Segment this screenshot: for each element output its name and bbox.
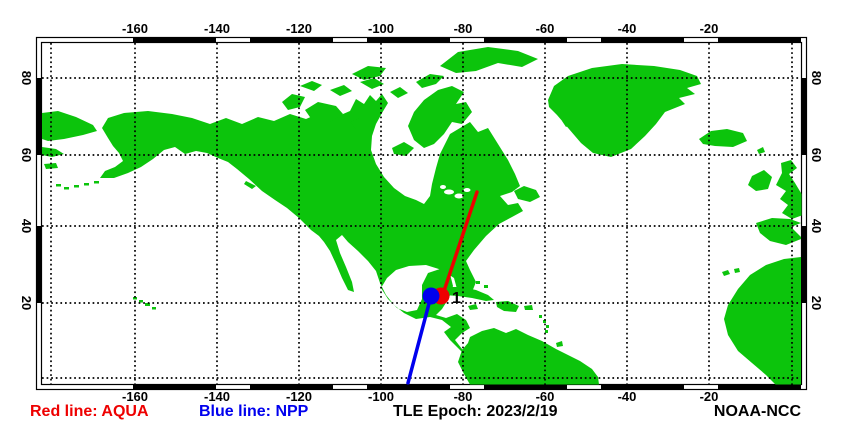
lon-labels-top: -160 -140 -120 -100 -80 -60 -40 -20 [122, 21, 718, 36]
lat-tick-label: 40 [809, 219, 824, 233]
hawaii-islands [133, 297, 156, 310]
lat-tick-label: 80 [809, 71, 824, 85]
caribbean-islands [437, 277, 549, 333]
lon-tick-label: -80 [454, 389, 473, 404]
greenland [548, 64, 701, 157]
lon-labels-bottom: -160 -140 -120 -100 -80 -60 -40 -20 [122, 389, 718, 404]
lon-tick-label: -20 [700, 389, 719, 404]
lat-tick-label: 20 [19, 296, 34, 310]
landmasses [42, 47, 802, 385]
europe-africa-coast [722, 218, 801, 385]
lat-tick-label: 60 [809, 148, 824, 162]
lon-tick-label: -100 [368, 389, 394, 404]
lat-tick-label: 60 [19, 148, 34, 162]
newfoundland [514, 186, 540, 202]
lon-tick-label: -100 [368, 21, 394, 36]
legend-blue-line: Blue line: NPP [199, 403, 309, 420]
legend-source: NOAA-NCC [714, 403, 802, 420]
legend-row: Red line: AQUA Blue line: NPP TLE Epoch:… [30, 403, 801, 420]
siberia-coast [42, 111, 97, 169]
arctic-islands [282, 47, 538, 156]
lon-tick-label: -140 [204, 21, 230, 36]
lon-tick-label: -40 [618, 21, 637, 36]
lon-tick-label: -140 [204, 389, 230, 404]
frame-stripes [36, 37, 807, 390]
lat-tick-label: 40 [19, 219, 34, 233]
lon-tick-label: -60 [536, 389, 555, 404]
lon-tick-label: -60 [536, 21, 555, 36]
lon-tick-label: -160 [122, 21, 148, 36]
lon-tick-label: -120 [286, 389, 312, 404]
aqua-track-line [440, 190, 479, 299]
great-lakes [440, 185, 471, 199]
south-america [458, 328, 599, 385]
satellite-tracks: 1 [406, 190, 479, 385]
npp-position-dot [422, 287, 440, 305]
lon-tick-label: -120 [286, 21, 312, 36]
graticule [42, 43, 802, 385]
iceland [699, 129, 765, 154]
lat-labels-right: 80 60 40 20 [809, 71, 824, 310]
lat-tick-label: 20 [809, 296, 824, 310]
plot-area: 1 [42, 43, 802, 385]
british-isles [748, 160, 802, 219]
lat-tick-label: 80 [19, 71, 34, 85]
legend-red-line: Red line: AQUA [30, 403, 149, 420]
npp-track-line [406, 294, 433, 385]
lon-tick-label: -160 [122, 389, 148, 404]
lat-labels-left: 80 60 40 20 [19, 71, 34, 310]
lon-tick-label: -40 [618, 389, 637, 404]
lon-tick-label: -20 [700, 21, 719, 36]
north-america-mainland [100, 94, 523, 360]
lon-tick-label: -80 [454, 21, 473, 36]
orbit-number-label: 1 [452, 290, 461, 307]
legend-tle-epoch: TLE Epoch: 2023/2/19 [393, 403, 558, 420]
